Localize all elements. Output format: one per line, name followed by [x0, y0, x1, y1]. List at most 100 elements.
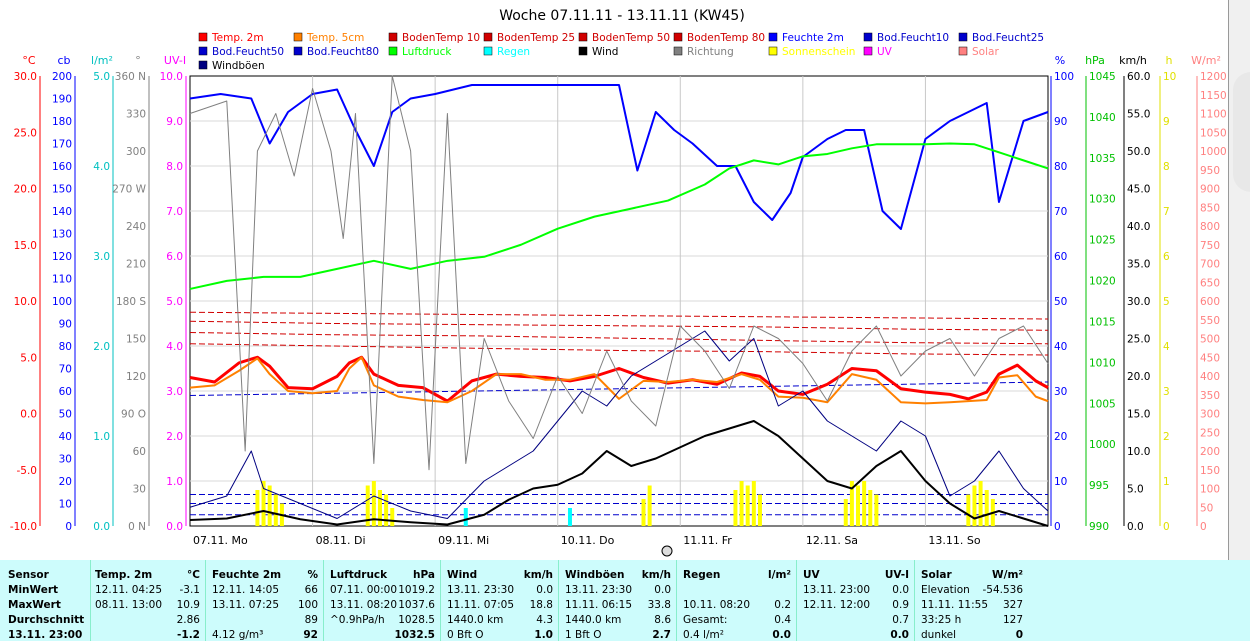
tick-label-pressure: 1005	[1089, 398, 1116, 410]
tick-label-temp_c: 30.0	[14, 71, 37, 83]
time-slider-handle[interactable]	[661, 545, 673, 557]
legend-label: Sonnenschein	[782, 46, 855, 58]
stats-table: Sensor MinWert MaxWert Durchschnitt 13.1…	[0, 560, 1250, 641]
bar-Sonnenschein	[972, 485, 977, 526]
legend-swatch	[578, 32, 588, 42]
uv-max-value: 0.9	[892, 599, 909, 611]
temp-max-value: 10.9	[176, 599, 200, 611]
day-label: 13.11. So	[928, 534, 980, 547]
legend-swatch	[958, 32, 968, 42]
day-label: 09.11. Mi	[438, 534, 489, 547]
tick-label-sun: 2	[1163, 431, 1170, 443]
col-luftdruck: Luftdruck hPa 07.11. 00:00 1019.2 13.11. 0…	[323, 560, 441, 641]
tick-label-cb: 10	[59, 499, 72, 511]
solar-duration: 33:25 h	[921, 614, 962, 626]
legend-label: Bod.Feucht25	[972, 32, 1044, 44]
regen-total-label: Gesamt:	[683, 614, 728, 626]
luft-trend: ^0.9hPa/h	[330, 614, 385, 626]
bar-Sonnenschein	[874, 494, 879, 526]
tick-label-pressure: 1030	[1089, 194, 1116, 206]
side-scroll-strip[interactable]	[1228, 0, 1250, 560]
bar-Sonnenschein	[751, 481, 756, 526]
col-sensor: Sensor MinWert MaxWert Durchschnitt 13.1…	[0, 560, 90, 641]
day-label: 07.11. Mo	[193, 534, 248, 547]
legend-label: Bod.Feucht10	[877, 32, 949, 44]
legend-swatch	[863, 32, 873, 42]
tick-label-humidity: 10	[1054, 476, 1067, 488]
tick-label-temp_c: 15.0	[14, 240, 37, 252]
legend-swatch	[768, 32, 778, 42]
tick-label-solar: 450	[1200, 352, 1220, 364]
uv-max-time: 12.11. 12:00	[803, 599, 870, 611]
tick-label-solar: 1100	[1200, 109, 1227, 121]
bar-Sonnenschein	[966, 494, 971, 526]
axis-unit-humidity: %	[1055, 54, 1065, 67]
axis-unit-temp_c: °C	[22, 54, 36, 67]
bar-Sonnenschein	[843, 499, 848, 526]
tick-label-solar: 1150	[1200, 90, 1227, 102]
tick-label-wind: 50.0	[1127, 146, 1150, 158]
bar-Sonnenschein	[390, 508, 395, 526]
legend-label: Luftdruck	[402, 46, 452, 58]
legend-label: Temp. 2m	[211, 32, 264, 44]
ref-line	[189, 332, 1049, 345]
header-temp: Temp. 2m	[95, 569, 153, 581]
tick-label-wind: 30.0	[1127, 296, 1150, 308]
tick-label-temp_c: -5.0	[17, 465, 38, 477]
tick-label-humidity: 80	[1054, 161, 1067, 173]
tick-label-temp_c: 10.0	[14, 296, 37, 308]
regen-sum: 0.4 l/m²	[683, 629, 724, 641]
boe-current-value: 2.7	[652, 629, 671, 641]
header-wind: Wind	[447, 569, 478, 581]
bar-Sonnenschein	[384, 494, 389, 526]
tick-label-cb: 0	[65, 521, 72, 533]
tick-label-temp_c: 0.0	[20, 409, 37, 421]
tick-label-direction: 150	[126, 334, 146, 346]
tick-label-direction: 330	[126, 109, 146, 121]
tick-label-sun: 8	[1163, 161, 1170, 173]
tick-label-solar: 250	[1200, 427, 1220, 439]
tick-label-cb: 150	[52, 184, 72, 196]
tick-label-humidity: 30	[1054, 386, 1067, 398]
tick-label-sun: 7	[1163, 206, 1170, 218]
bar-Sonnenschein	[868, 490, 873, 526]
unit-uv: UV-I	[884, 569, 909, 581]
wind-max-value: 18.8	[529, 599, 553, 611]
tick-label-solar: 300	[1200, 409, 1220, 421]
tick-label-rain: 5.0	[93, 71, 110, 83]
tick-label-pressure: 1015	[1089, 316, 1116, 328]
tick-label-cb: 170	[52, 139, 72, 151]
tick-label-direction: 0 N	[128, 521, 146, 533]
day-label: 12.11. Sa	[806, 534, 858, 547]
bar-Sonnenschein	[862, 481, 867, 526]
tick-label-sun: 9	[1163, 116, 1170, 128]
tick-label-cb: 20	[59, 476, 72, 488]
series-line	[189, 84, 1049, 230]
legend-swatch	[198, 32, 208, 42]
tick-label-cb: 80	[59, 341, 72, 353]
tick-label-wind: 25.0	[1127, 334, 1150, 346]
col-wind: Wind km/h 13.11. 23:30 0.0 11.11. 07:05 18.…	[440, 560, 559, 641]
tick-label-wind: 10.0	[1127, 446, 1150, 458]
legend-swatch	[198, 60, 208, 70]
luft-current-value: 1032.5	[394, 629, 435, 641]
tick-label-cb: 160	[52, 161, 72, 173]
tick-label-pressure: 1020	[1089, 276, 1116, 288]
bar-Sonnenschein	[647, 485, 652, 526]
legend-swatch	[483, 46, 493, 56]
legend-swatch	[673, 32, 683, 42]
unit-luftdruck: hPa	[413, 569, 435, 581]
regen-total-value: 0.4	[774, 614, 791, 626]
side-widget[interactable]	[1233, 72, 1250, 192]
legend-label: Feuchte 2m	[782, 32, 844, 44]
bar-Sonnenschein	[365, 485, 370, 526]
tick-label-solar: 600	[1200, 296, 1220, 308]
series-line	[189, 420, 1049, 527]
unit-temp: °C	[187, 569, 200, 581]
tick-label-solar: 750	[1200, 240, 1220, 252]
axis-unit-rain: l/m²	[91, 54, 113, 67]
tick-label-rain: 2.0	[93, 341, 110, 353]
legend-label: BodenTemp 25	[497, 32, 575, 44]
tick-label-cb: 120	[52, 251, 72, 263]
tick-label-solar: 350	[1200, 390, 1220, 402]
